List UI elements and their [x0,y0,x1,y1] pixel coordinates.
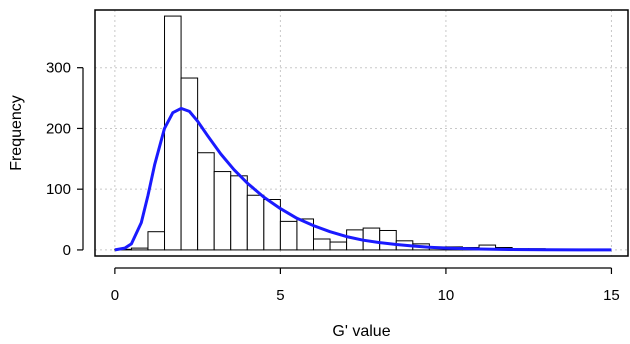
histogram-bar [329,241,348,251]
y-tick-label: 100 [46,181,71,198]
y-tick-label: 0 [63,242,71,259]
histogram-bar [213,171,232,251]
histogram-bar [197,152,215,251]
histogram-bar [312,238,331,251]
histogram-bars [114,15,563,251]
plot-frame [94,9,629,257]
histogram-bar [279,220,298,251]
histogram-bar [230,175,248,251]
histogram-bar [379,229,397,251]
x-tick-label: 5 [276,287,284,304]
x-tick-label: 15 [603,287,620,304]
histogram-bar [180,77,199,251]
y-axis-title: Frequency [8,95,25,171]
x-tick-label: 10 [438,287,455,304]
y-tick-label: 200 [46,120,71,137]
histogram-bar [130,247,149,251]
histogram-bar [246,194,265,251]
histogram-bar [164,15,182,251]
y-axis: 0 100 200 300 [46,60,84,259]
x-axis-title: G' value [332,323,390,340]
x-tick-label: 0 [111,287,119,304]
histogram-bar [296,218,314,251]
y-tick-label: 300 [46,60,71,77]
histogram-bar [147,231,166,251]
density-curve [114,106,612,252]
x-axis: 0 5 10 15 [111,267,620,304]
histogram-bar [362,227,381,251]
